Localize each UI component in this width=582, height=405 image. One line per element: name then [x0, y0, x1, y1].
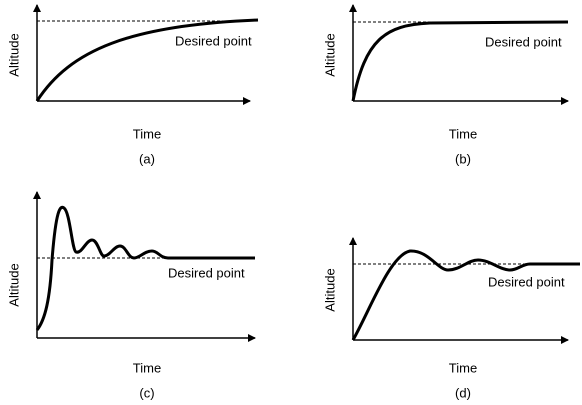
x-axis-label: Time — [449, 126, 477, 141]
panel-label: (b) — [455, 151, 471, 166]
panel-label: (d) — [455, 385, 471, 400]
response-curve — [351, 249, 580, 341]
y-axis-label: Altitude — [6, 33, 21, 76]
annotation: Desired point — [485, 34, 562, 49]
panel-b: Desired point Altitude Time (b) — [322, 4, 569, 166]
annotation: Desired point — [488, 274, 565, 289]
response-curve — [351, 20, 569, 102]
y-axis-label: Altitude — [6, 263, 21, 306]
y-axis-label: Altitude — [322, 268, 337, 311]
response-curve — [35, 18, 259, 102]
x-axis-label: Time — [133, 126, 161, 141]
panel-c: Desired point Altitude Time (c) — [6, 191, 256, 400]
annotation: Desired point — [175, 33, 252, 48]
panel-label: (c) — [139, 385, 154, 400]
annotation: Desired point — [168, 265, 245, 280]
panel-d: Desired point Altitude Time (d) — [322, 237, 580, 400]
panel-a: Desired point Altitude Time (a) — [6, 4, 259, 166]
panel-label: (a) — [139, 151, 155, 166]
y-axis-label: Altitude — [322, 33, 337, 76]
response-curve — [35, 205, 255, 331]
x-axis-label: Time — [133, 360, 161, 375]
x-axis-label: Time — [449, 360, 477, 375]
